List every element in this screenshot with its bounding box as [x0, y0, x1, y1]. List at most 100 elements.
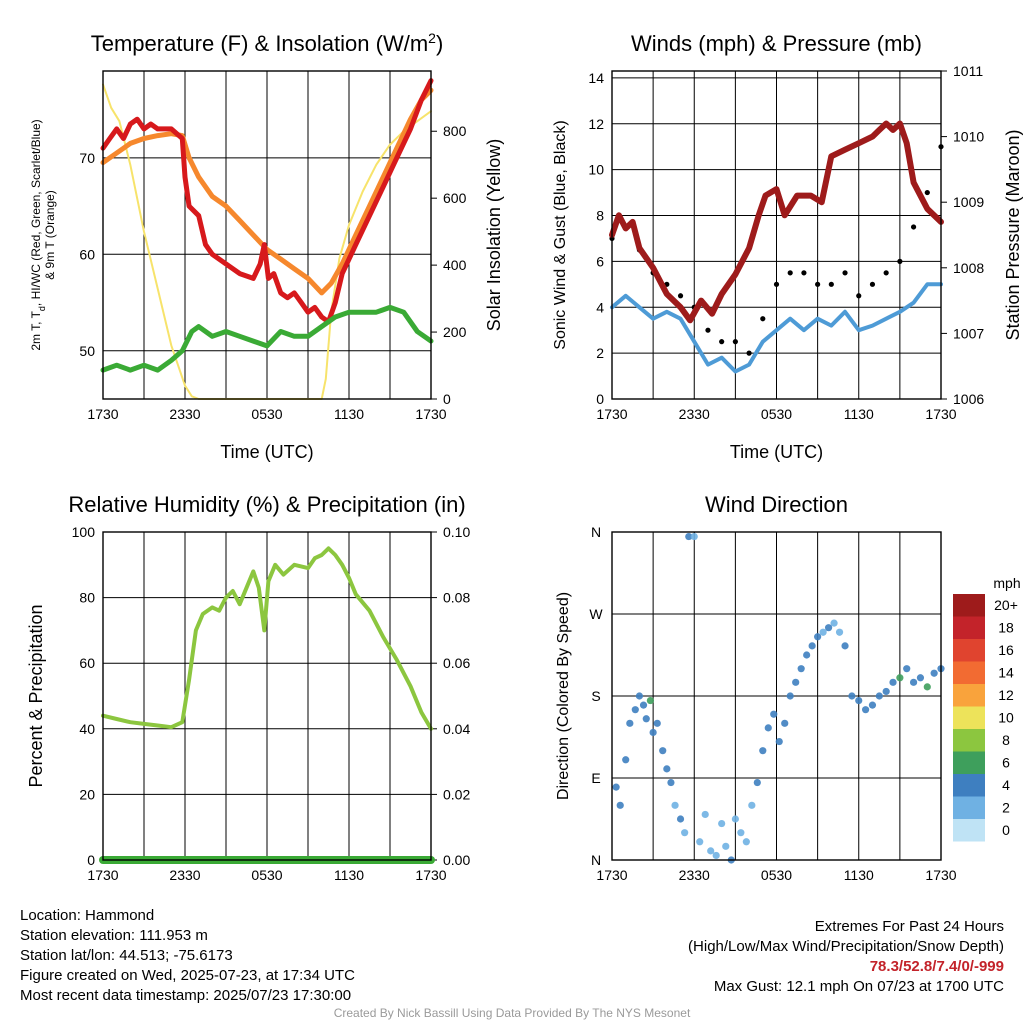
direction-point [923, 683, 931, 691]
y-right-tick-label: 1009 [953, 194, 984, 210]
y-axis-label: Sonic Wind & Gust (Blue, Black) [552, 120, 569, 349]
x-tick-label: 1730 [415, 867, 446, 883]
y-tick-label: S [591, 688, 600, 704]
gust-point [746, 350, 752, 356]
direction-point [889, 678, 897, 686]
legend-swatch [953, 639, 985, 662]
direction-point [676, 815, 685, 823]
y-tick-label: 0 [87, 852, 95, 868]
x-tick-label: 0530 [251, 406, 282, 422]
x-tick-label: 2330 [679, 867, 710, 883]
extremes-title: Extremes For Past 24 Hours [814, 918, 1004, 935]
y-right-tick-label: 0.06 [443, 655, 470, 671]
title-superscript: 2 [428, 30, 436, 46]
gust-point [787, 270, 793, 276]
y-right-tick-label: 0.10 [443, 524, 470, 540]
y-right-tick-label: 1010 [953, 129, 984, 145]
y-tick-label: 70 [79, 150, 95, 166]
x-tick-label: 1730 [87, 406, 118, 422]
x-tick-label: 1730 [925, 867, 956, 883]
direction-point [916, 674, 925, 682]
extremes-subtitle: (High/Low/Max Wind/Precipitation/Snow De… [688, 938, 1004, 955]
legend-swatch [953, 751, 985, 774]
legend-label: 12 [998, 687, 1014, 703]
legend-label: 18 [998, 620, 1014, 636]
legend-label: 4 [1002, 777, 1010, 793]
y-right-tick-label: 1011 [953, 63, 983, 79]
gust-point [732, 339, 738, 345]
y-tick-label: 2 [596, 345, 604, 361]
direction-point [830, 619, 838, 627]
legend-swatch [953, 729, 985, 752]
panel-rh: 1730 2330 0530 1130 1730 Relative Humidity (%… [26, 492, 470, 883]
y-tick-label: 10 [588, 162, 604, 178]
title-tail: ) [436, 31, 443, 56]
legend-swatch [953, 819, 985, 842]
panel-dir: 1730 2330 0530 1130 1730 Wind Direction N E S W N D… [555, 492, 1021, 883]
direction-point [753, 778, 761, 787]
direction-point [742, 838, 750, 846]
x-tick-label: 1730 [925, 406, 956, 422]
chart-title: Wind Direction [705, 492, 848, 517]
direction-point [930, 669, 938, 677]
y-tick-label: 6 [596, 253, 604, 269]
direction-point [653, 719, 661, 727]
direction-point [722, 842, 730, 850]
chart-title: Temperature (F) & Insolation (W/m2) [91, 30, 444, 56]
rh-line [101, 546, 433, 731]
x-axis-label: Time (UTC) [730, 442, 823, 462]
x-tick-label: 2330 [679, 406, 710, 422]
direction-point [718, 819, 726, 828]
direction-point [855, 696, 863, 705]
direction-point [622, 756, 630, 764]
station-location: Location: Hammond [20, 907, 155, 924]
direction-point [701, 810, 709, 819]
direction-point [792, 678, 800, 686]
direction-point [707, 847, 715, 855]
y-tick-label: N [591, 852, 601, 868]
x-tick-label: 0530 [251, 867, 282, 883]
gust-point [910, 224, 917, 230]
direction-point [659, 747, 667, 755]
gust-point [801, 270, 807, 276]
direction-point [616, 801, 624, 809]
direction-point [770, 710, 778, 718]
gust-point [856, 293, 862, 299]
y-right-tick-label: 1007 [953, 325, 984, 341]
gust-point [869, 281, 876, 287]
plot-frame [102, 70, 432, 400]
x-axis-label: Time (UTC) [220, 442, 313, 462]
gust-point [719, 339, 725, 345]
y-right-tick-label: 800 [443, 123, 467, 139]
direction-point [824, 624, 833, 632]
direction-point [667, 778, 675, 787]
y-tick-label: E [591, 770, 600, 786]
legend-label: 20+ [994, 597, 1018, 613]
direction-point [685, 532, 693, 541]
x-tick-label: 2330 [169, 867, 200, 883]
panel-wind: 1730 2330 0530 1130 1730 Winds (mph) & Pressu… [552, 31, 1023, 462]
recent-timestamp: Most recent data timestamp: 2025/07/23 1… [20, 987, 352, 1004]
wind-line [610, 282, 943, 374]
direction-point [737, 829, 745, 837]
direction-point [639, 701, 648, 709]
extremes-values: 78.3/52.8/7.4/0/-999 [869, 958, 1004, 975]
direction-point [903, 665, 911, 673]
direction-point [649, 728, 657, 737]
gust-point [883, 270, 889, 276]
direction-point [690, 532, 698, 541]
legend-label: 10 [998, 710, 1014, 726]
gust-point [815, 281, 821, 287]
dewpoint-line [100, 304, 434, 373]
x-tick-label: 1130 [334, 867, 364, 883]
direction-point [875, 692, 883, 700]
y-axis-label: 2m T, Td, HI/WC (Red, Green, Scarlet/Blu… [29, 119, 47, 350]
x-tick-label: 0530 [761, 867, 792, 883]
y-axis-label: Percent & Precipitation [26, 604, 46, 787]
y-right-tick-label: 0 [443, 391, 451, 407]
chart-title: Relative Humidity (%) & Precipitation (i… [68, 492, 465, 517]
x-tick-label: 1730 [596, 867, 627, 883]
legend-swatch [953, 774, 985, 797]
y-right-tick-label: 400 [443, 257, 467, 273]
y-tick-label: 12 [588, 116, 604, 132]
